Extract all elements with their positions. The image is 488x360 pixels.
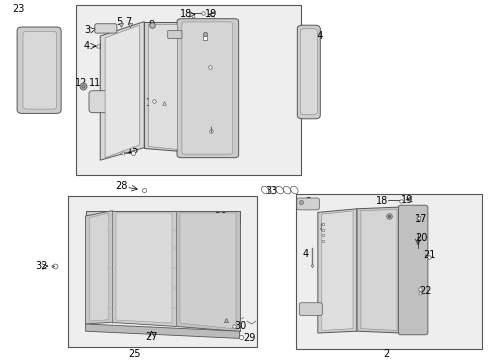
Polygon shape (356, 207, 400, 333)
Polygon shape (317, 209, 356, 333)
Text: 18: 18 (179, 9, 192, 19)
Bar (68, 196, 256, 347)
Text: 26: 26 (213, 212, 226, 222)
FancyBboxPatch shape (299, 303, 322, 315)
Text: 27: 27 (145, 332, 158, 342)
Text: 14: 14 (157, 98, 170, 108)
Text: 10: 10 (380, 212, 393, 222)
FancyBboxPatch shape (167, 31, 182, 39)
Text: 13: 13 (146, 98, 159, 108)
FancyBboxPatch shape (398, 205, 427, 335)
FancyBboxPatch shape (89, 91, 136, 113)
Text: 9: 9 (148, 20, 154, 30)
Text: 22: 22 (418, 286, 431, 296)
Text: 4: 4 (84, 41, 90, 51)
FancyBboxPatch shape (182, 22, 232, 154)
Text: 4: 4 (302, 249, 308, 259)
Text: 23: 23 (12, 4, 25, 14)
Text: 22: 22 (204, 71, 217, 81)
Polygon shape (321, 211, 352, 330)
Text: 32: 32 (35, 261, 48, 271)
Text: 8: 8 (319, 223, 325, 233)
FancyBboxPatch shape (296, 198, 319, 210)
FancyBboxPatch shape (300, 29, 317, 114)
Text: 15: 15 (126, 145, 139, 155)
Text: 7: 7 (125, 17, 131, 27)
FancyBboxPatch shape (297, 25, 320, 119)
Polygon shape (112, 211, 176, 326)
FancyBboxPatch shape (95, 24, 117, 33)
Text: 11: 11 (89, 78, 102, 88)
Text: 20: 20 (200, 31, 213, 41)
Polygon shape (85, 211, 112, 324)
Text: 16: 16 (167, 27, 180, 37)
Text: 21: 21 (422, 250, 435, 260)
Text: 3: 3 (305, 197, 310, 207)
Text: 12: 12 (74, 78, 87, 88)
FancyBboxPatch shape (23, 31, 57, 109)
Polygon shape (116, 213, 172, 323)
Text: 25: 25 (128, 348, 141, 359)
Text: 2: 2 (383, 348, 388, 359)
Polygon shape (89, 213, 108, 321)
Polygon shape (85, 211, 239, 223)
Text: 18: 18 (375, 195, 388, 206)
Text: 5: 5 (116, 17, 122, 27)
Text: 31: 31 (223, 311, 236, 321)
Polygon shape (360, 210, 396, 330)
Polygon shape (105, 25, 139, 158)
Polygon shape (148, 24, 177, 149)
Polygon shape (180, 213, 235, 329)
Text: 1: 1 (185, 0, 191, 1)
Polygon shape (100, 22, 144, 160)
Polygon shape (176, 211, 239, 331)
Polygon shape (144, 22, 181, 151)
Polygon shape (85, 324, 239, 338)
Text: 33: 33 (264, 186, 277, 196)
Text: 20: 20 (414, 233, 427, 243)
Text: 30: 30 (234, 321, 246, 331)
Text: 19: 19 (204, 9, 217, 19)
Text: 3: 3 (84, 25, 90, 35)
Bar (295, 194, 481, 349)
Text: 6: 6 (302, 305, 308, 315)
Text: 17: 17 (414, 213, 427, 224)
FancyBboxPatch shape (177, 19, 238, 158)
Text: 28: 28 (115, 181, 127, 192)
Bar (76, 5, 300, 175)
Text: 29: 29 (243, 333, 255, 343)
Text: 21: 21 (206, 123, 219, 134)
FancyBboxPatch shape (17, 27, 61, 113)
Text: 24: 24 (311, 31, 324, 41)
Text: 19: 19 (400, 195, 412, 205)
